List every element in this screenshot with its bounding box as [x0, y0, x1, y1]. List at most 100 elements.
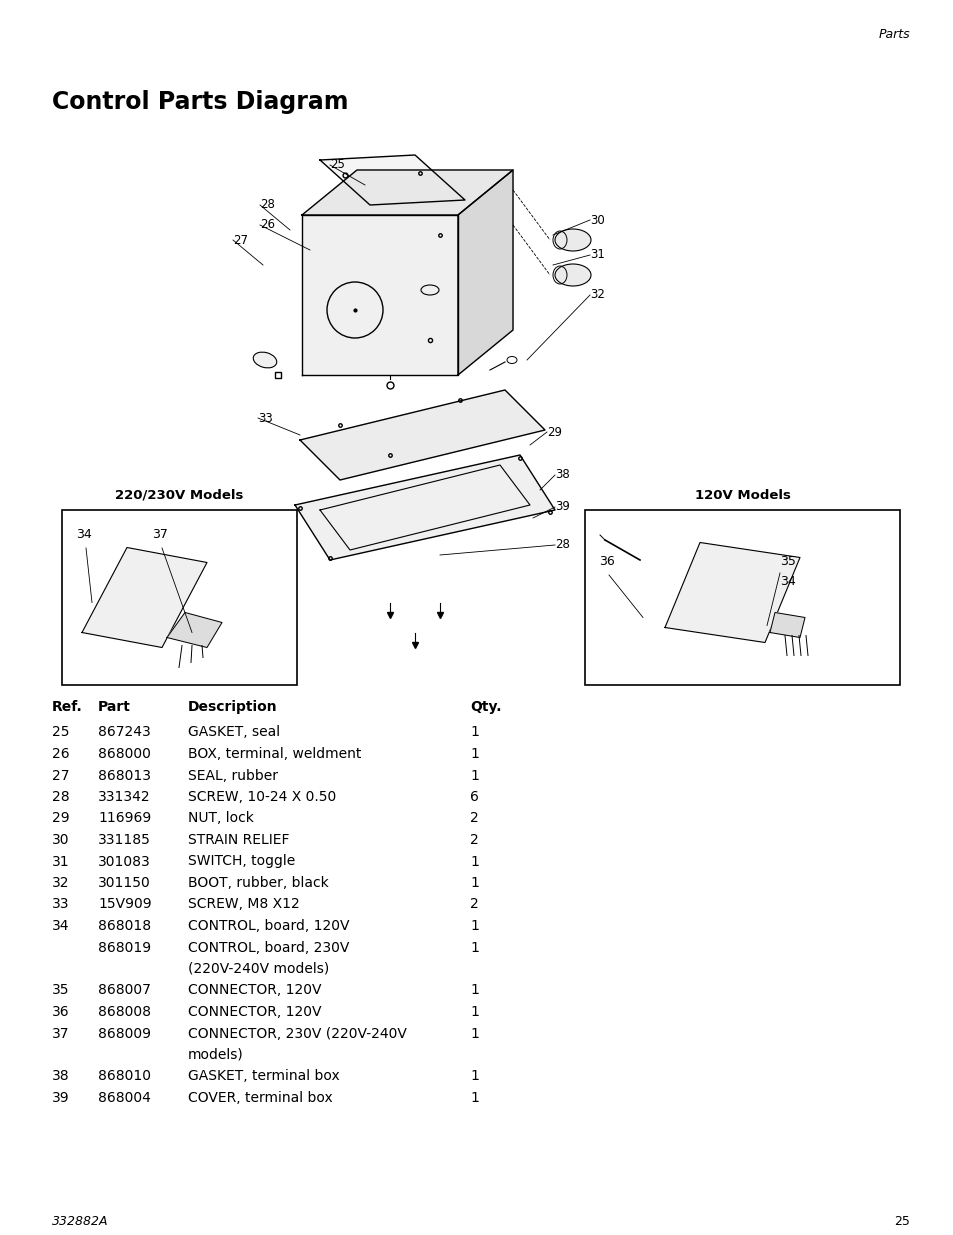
Polygon shape — [769, 613, 804, 637]
Text: 1: 1 — [470, 725, 478, 740]
Text: CONTROL, board, 230V: CONTROL, board, 230V — [188, 941, 349, 955]
Polygon shape — [302, 215, 457, 375]
Text: 33: 33 — [257, 411, 273, 425]
Bar — [62, 510, 296, 685]
Text: 331185: 331185 — [98, 832, 151, 847]
Text: SCREW, 10-24 X 0.50: SCREW, 10-24 X 0.50 — [188, 790, 335, 804]
Text: 301150: 301150 — [98, 876, 151, 890]
Text: Description: Description — [188, 700, 277, 714]
Text: SWITCH, toggle: SWITCH, toggle — [188, 855, 294, 868]
Text: CONNECTOR, 230V (220V-240V: CONNECTOR, 230V (220V-240V — [188, 1026, 406, 1041]
Text: COVER, terminal box: COVER, terminal box — [188, 1091, 333, 1105]
Text: 1: 1 — [470, 768, 478, 783]
Polygon shape — [82, 547, 207, 647]
Polygon shape — [664, 542, 800, 642]
Text: 868000: 868000 — [98, 747, 151, 761]
Text: 331342: 331342 — [98, 790, 151, 804]
Text: SEAL, rubber: SEAL, rubber — [188, 768, 277, 783]
Text: 868008: 868008 — [98, 1005, 151, 1019]
Text: 36: 36 — [52, 1005, 70, 1019]
Text: 1: 1 — [470, 983, 478, 998]
Text: 29: 29 — [546, 426, 561, 438]
Text: 1: 1 — [470, 876, 478, 890]
Text: STRAIN RELIEF: STRAIN RELIEF — [188, 832, 289, 847]
Text: 867243: 867243 — [98, 725, 151, 740]
Text: 30: 30 — [52, 832, 70, 847]
Text: 27: 27 — [233, 233, 248, 247]
Text: Ref.: Ref. — [52, 700, 83, 714]
Text: 120V Models: 120V Models — [694, 489, 790, 501]
Text: GASKET, seal: GASKET, seal — [188, 725, 280, 740]
Text: 1: 1 — [470, 1070, 478, 1083]
Text: 39: 39 — [555, 500, 569, 514]
Text: 27: 27 — [52, 768, 70, 783]
Text: 34: 34 — [780, 576, 795, 588]
Text: Qty.: Qty. — [470, 700, 501, 714]
Text: 1: 1 — [470, 919, 478, 932]
Text: 38: 38 — [555, 468, 569, 482]
Text: 36: 36 — [598, 555, 614, 568]
Text: 868004: 868004 — [98, 1091, 151, 1105]
Text: 868013: 868013 — [98, 768, 151, 783]
Text: 31: 31 — [52, 855, 70, 868]
Text: 1: 1 — [470, 1026, 478, 1041]
Text: 868009: 868009 — [98, 1026, 151, 1041]
Ellipse shape — [253, 352, 276, 368]
Text: models): models) — [188, 1049, 244, 1062]
Text: 25: 25 — [330, 158, 345, 172]
Text: 220/230V Models: 220/230V Models — [115, 489, 243, 501]
Text: 30: 30 — [589, 214, 604, 226]
Text: 868018: 868018 — [98, 919, 151, 932]
Text: 1: 1 — [470, 747, 478, 761]
Text: CONNECTOR, 120V: CONNECTOR, 120V — [188, 983, 321, 998]
Polygon shape — [167, 613, 222, 647]
Text: 31: 31 — [589, 248, 604, 262]
Text: 34: 34 — [76, 529, 91, 541]
Text: Parts: Parts — [878, 28, 909, 41]
Polygon shape — [457, 170, 513, 375]
Ellipse shape — [555, 228, 590, 251]
Text: 39: 39 — [52, 1091, 70, 1105]
Text: Part: Part — [98, 700, 131, 714]
Text: 15V909: 15V909 — [98, 898, 152, 911]
Text: 38: 38 — [52, 1070, 70, 1083]
Text: 868010: 868010 — [98, 1070, 151, 1083]
Text: 28: 28 — [260, 199, 274, 211]
Text: 868007: 868007 — [98, 983, 151, 998]
Text: CONNECTOR, 120V: CONNECTOR, 120V — [188, 1005, 321, 1019]
Text: 868019: 868019 — [98, 941, 151, 955]
Text: 32: 32 — [52, 876, 70, 890]
Polygon shape — [294, 454, 555, 559]
Text: 1: 1 — [470, 1005, 478, 1019]
Text: 2: 2 — [470, 811, 478, 825]
Text: 28: 28 — [555, 538, 569, 552]
Text: 29: 29 — [52, 811, 70, 825]
Text: 32: 32 — [589, 289, 604, 301]
Text: 26: 26 — [260, 219, 274, 231]
Text: SCREW, M8 X12: SCREW, M8 X12 — [188, 898, 299, 911]
Text: 37: 37 — [152, 529, 168, 541]
Text: 34: 34 — [52, 919, 70, 932]
Text: ti22429a: ti22429a — [598, 659, 647, 671]
Text: (220V-240V models): (220V-240V models) — [188, 962, 329, 976]
Text: Control Parts Diagram: Control Parts Diagram — [52, 90, 348, 114]
Text: 2: 2 — [470, 898, 478, 911]
Text: 332882A: 332882A — [52, 1215, 109, 1228]
Ellipse shape — [555, 264, 590, 287]
Text: 26: 26 — [52, 747, 70, 761]
Text: 33: 33 — [52, 898, 70, 911]
Text: 35: 35 — [780, 555, 795, 568]
Bar — [584, 510, 899, 685]
Text: 28: 28 — [52, 790, 70, 804]
Text: 6: 6 — [470, 790, 478, 804]
Polygon shape — [299, 390, 544, 480]
Text: 1: 1 — [470, 855, 478, 868]
Text: 116969: 116969 — [98, 811, 152, 825]
Text: BOX, terminal, weldment: BOX, terminal, weldment — [188, 747, 361, 761]
Text: 35: 35 — [52, 983, 70, 998]
Polygon shape — [319, 156, 464, 205]
Text: 37: 37 — [52, 1026, 70, 1041]
Text: BOOT, rubber, black: BOOT, rubber, black — [188, 876, 329, 890]
Polygon shape — [302, 170, 513, 215]
Text: 25: 25 — [52, 725, 70, 740]
